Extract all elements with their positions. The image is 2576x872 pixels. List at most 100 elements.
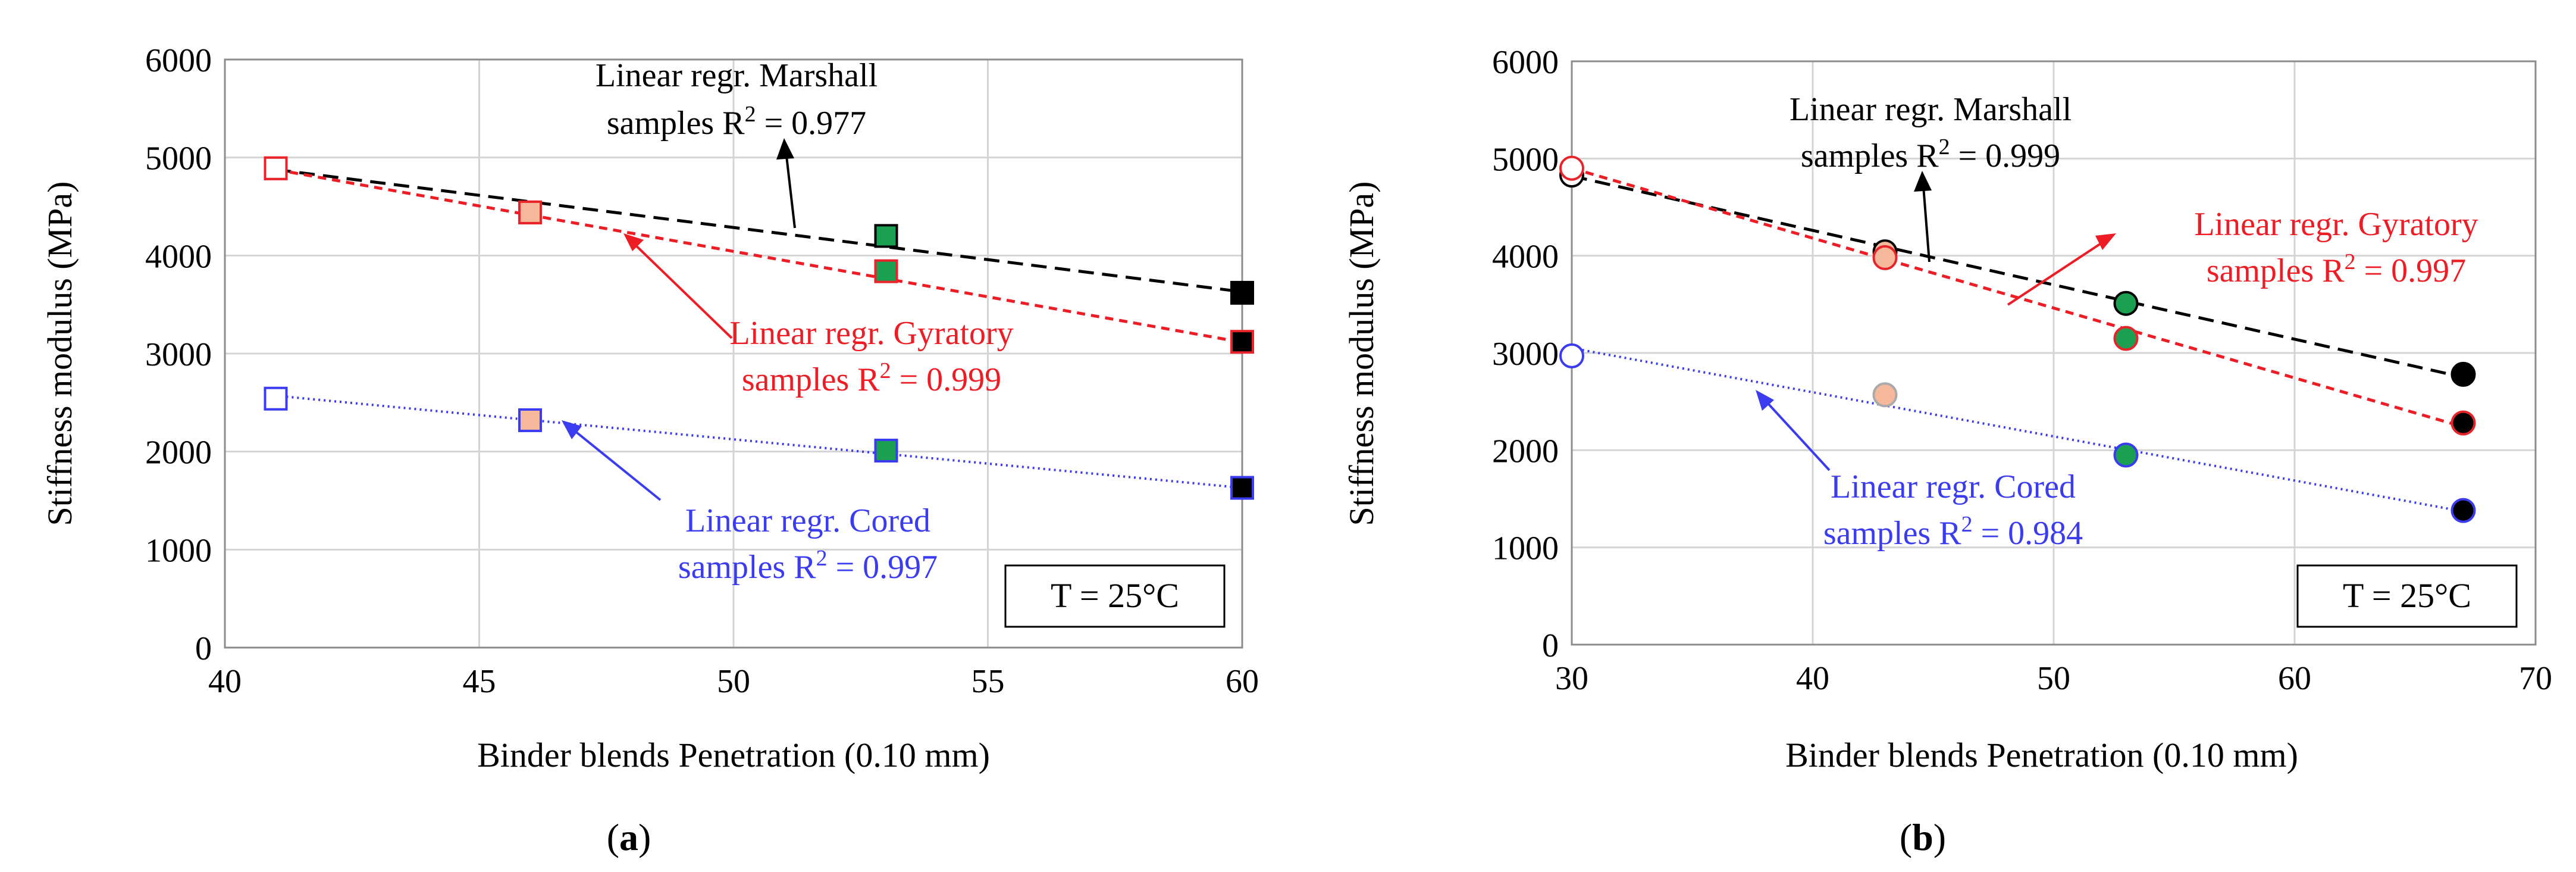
panel-b-y-axis-title: Stiffness modulus (MPa) (1342, 182, 1381, 526)
data-point-cored (2450, 498, 2476, 523)
panel-a-data-points (264, 156, 1254, 500)
fit-line-marshall (275, 168, 1243, 293)
panel-a-x-tick-labels: 40 45 50 55 60 (208, 663, 1259, 700)
annotation-line: samples R2 = 0.977 (607, 102, 866, 142)
annotation-superscript: 2 (2345, 249, 2356, 274)
annotation-arrow (784, 145, 796, 229)
y-tick-label: 1000 (145, 532, 212, 569)
annotation-text: = 0.999 (1950, 137, 2061, 174)
annotation-arrow (2007, 237, 2110, 306)
panel-b-x-axis-title: Binder blends Penetration (0.10 mm) (1785, 736, 2298, 774)
annotation-text: samples R (678, 549, 816, 586)
annotation-arrow (628, 238, 733, 339)
y-tick-label: 3000 (1492, 336, 1559, 373)
annotation-line: samples R2 = 0.999 (742, 358, 1001, 398)
temperature-label: T = 25°C (2343, 576, 2471, 615)
annotation-text: = 0.999 (891, 361, 1002, 398)
annotation-arrow (567, 424, 662, 501)
annotation-line: Linear regr. Cored (1831, 468, 2076, 505)
panel-label-letter: b (1912, 816, 1933, 858)
annotation-text: samples R (2207, 252, 2345, 289)
annotation-line: samples R2 = 0.997 (678, 546, 938, 586)
data-point-gyratory (2113, 326, 2139, 351)
y-tick-label: 4000 (145, 238, 212, 275)
annotation-line: Linear regr. Marshall (1790, 91, 2072, 128)
data-point-cored (1230, 476, 1254, 500)
panel-b-label: (b) (1900, 816, 1946, 858)
panel-a: 0 1000 2000 3000 4000 5000 6000 40 45 50 55 60 Sti… (40, 42, 1259, 858)
panel-a-fit-lines (275, 168, 1243, 489)
y-tick-label: 6000 (145, 42, 212, 79)
panel-b-data-points (1559, 155, 2476, 523)
annotation-arrowhead (1914, 171, 1932, 192)
panel-label-letter: a (619, 816, 638, 858)
annotation-arrow (1760, 395, 1831, 471)
panel-b-annotation-marshall: Linear regr. Marshall samples R2 = 0.999 (1790, 91, 2072, 262)
x-tick-label: 60 (2278, 660, 2311, 697)
data-point-gyratory (1230, 330, 1254, 354)
annotation-arrowhead (623, 233, 644, 251)
data-point-marshall (874, 224, 898, 248)
annotation-text: = 0.997 (2356, 252, 2467, 289)
annotation-superscript: 2 (880, 358, 891, 383)
data-point-cored (1559, 343, 1584, 368)
y-tick-label: 0 (195, 630, 212, 667)
panel-label-paren: ( (607, 816, 619, 858)
annotation-arrowhead (1756, 390, 1774, 411)
panel-b-x-tick-labels: 30 40 50 60 70 (1555, 660, 2552, 697)
annotation-line: samples R2 = 0.984 (1823, 512, 2083, 552)
data-point-gyratory (264, 156, 288, 180)
data-point-marshall (2450, 361, 2476, 387)
data-point-cored (2113, 442, 2139, 468)
data-point-cored (1872, 382, 1898, 408)
x-tick-label: 40 (1796, 660, 1829, 697)
annotation-superscript: 2 (816, 546, 828, 571)
fit-line-marshall (1571, 174, 2464, 379)
annotation-text: = 0.984 (1973, 515, 2083, 552)
panel-a-annotation-cored: Linear regr. Cored samples R2 = 0.997 (562, 420, 938, 586)
x-tick-label: 60 (1226, 663, 1259, 700)
data-point-cored (264, 386, 288, 411)
annotation-line: Linear regr. Cored (685, 502, 930, 539)
panel-b: 0 1000 2000 3000 4000 5000 6000 30 40 50 60 70 Sti… (1342, 44, 2552, 858)
y-tick-label: 6000 (1492, 44, 1559, 81)
x-tick-label: 50 (2037, 660, 2070, 697)
annotation-line: Linear regr. Marshall (596, 57, 878, 94)
annotation-arrowhead (562, 420, 582, 439)
annotation-text: samples R (1823, 515, 1961, 552)
panel-a-annotation-marshall: Linear regr. Marshall samples R2 = 0.977 (596, 57, 878, 229)
annotation-superscript: 2 (1961, 512, 1973, 537)
data-point-gyratory (1559, 155, 1584, 181)
data-point-gyratory (1872, 245, 1898, 270)
y-tick-label: 5000 (1492, 141, 1559, 178)
y-tick-label: 4000 (1492, 239, 1559, 276)
annotation-text: samples R (607, 105, 745, 142)
y-tick-label: 2000 (1492, 433, 1559, 470)
temperature-label: T = 25°C (1051, 576, 1179, 615)
data-point-gyratory (874, 259, 898, 283)
data-point-cored (518, 408, 542, 432)
panel-b-annotation-gyratory: Linear regr. Gyratory samples R2 = 0.997 (2007, 206, 2478, 306)
annotation-text: = 0.977 (756, 105, 867, 142)
panel-a-temperature-box: T = 25°C (1004, 564, 1226, 628)
annotation-line: Linear regr. Gyratory (729, 315, 1013, 352)
panel-a-y-axis-title: Stiffness modulus (MPa) (40, 182, 79, 526)
data-point-marshall (2113, 290, 2139, 316)
annotation-text: samples R (742, 361, 880, 398)
panel-a-x-axis-title: Binder blends Penetration (0.10 mm) (477, 736, 990, 774)
annotation-superscript: 2 (745, 102, 756, 127)
data-point-marshall (1230, 280, 1254, 305)
annotation-line: samples R2 = 0.999 (1801, 135, 2060, 174)
annotation-arrowhead (2095, 233, 2116, 250)
annotation-line: Linear regr. Gyratory (2194, 206, 2478, 243)
fit-line-cored (275, 394, 1243, 489)
data-point-gyratory (518, 200, 542, 224)
y-tick-label: 3000 (145, 336, 212, 373)
panel-label-paren: ) (638, 816, 651, 858)
panel-b-y-tick-labels: 0 1000 2000 3000 4000 5000 6000 (1492, 44, 1559, 664)
x-tick-label: 50 (717, 663, 750, 700)
y-tick-label: 5000 (145, 140, 212, 177)
panel-a-annotation-gyratory: Linear regr. Gyratory samples R2 = 0.999 (623, 233, 1014, 398)
y-tick-label: 2000 (145, 435, 212, 471)
